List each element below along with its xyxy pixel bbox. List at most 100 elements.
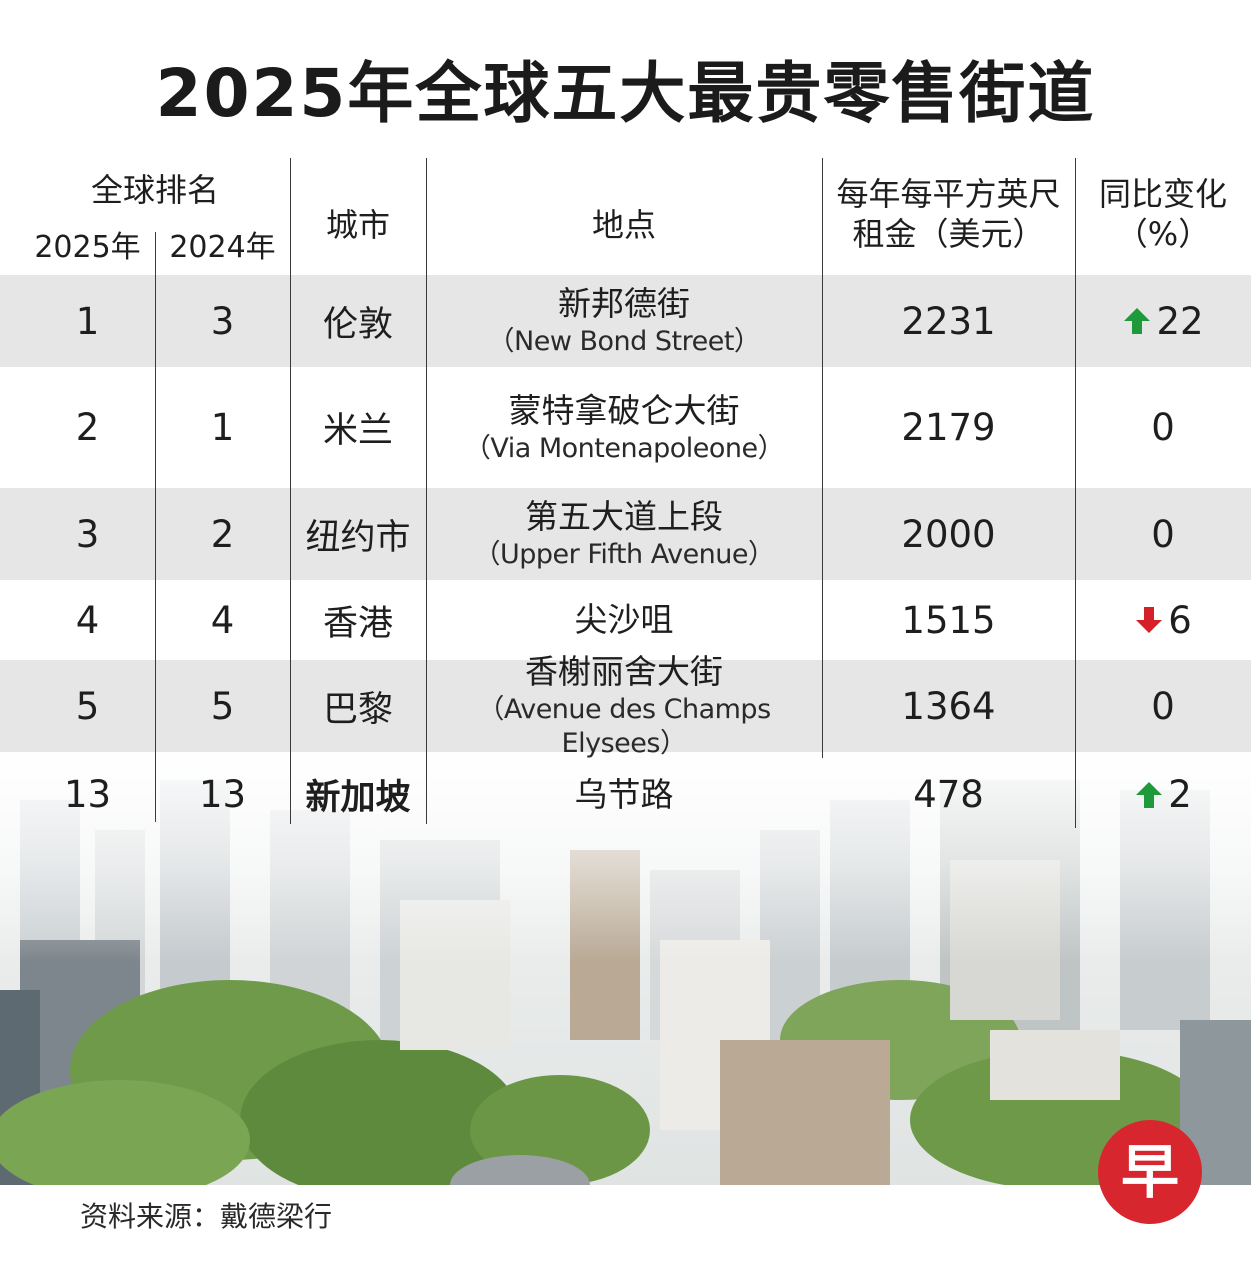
- header-change-line2: （%）: [1115, 215, 1211, 253]
- location-cell: 蒙特拿破仑大街 （Via Montenapoleone）: [426, 367, 822, 488]
- location-name-zh: 香榭丽舍大街: [525, 652, 723, 691]
- city-value: 纽约市: [305, 517, 411, 558]
- change-value-wrap: 0: [1151, 406, 1175, 449]
- change-value: 22: [1156, 299, 1204, 343]
- rank-2024-value: 2: [210, 512, 235, 556]
- header-change-line1: 同比变化: [1098, 175, 1227, 213]
- city-cell: 米兰: [290, 367, 426, 488]
- city-value: 香港: [322, 603, 393, 644]
- change-cell: 22: [1075, 275, 1251, 367]
- rank-2025-cell: 1: [20, 275, 155, 367]
- location-cell: 乌节路: [426, 752, 822, 837]
- logo-glyph: 早: [1121, 1138, 1179, 1206]
- location-name-en: （Avenue des Champs Elysees）: [477, 694, 771, 759]
- city-value: 米兰: [322, 411, 393, 451]
- city-cell: 新加坡: [290, 752, 426, 837]
- header-rent-line1: 每年每平方英尺: [836, 175, 1061, 213]
- divider-rent: [822, 158, 823, 758]
- rank-2025-cell: 13: [20, 752, 155, 837]
- rent-value: 478: [913, 773, 984, 816]
- rent-value: 1515: [901, 598, 996, 642]
- rank-2024-value: 1: [210, 406, 235, 449]
- rent-value: 2231: [901, 299, 996, 343]
- page-title: 2025年全球五大最贵零售街道: [155, 55, 1096, 132]
- rank-2025-cell: 5: [20, 660, 155, 752]
- change-cell: 0: [1075, 488, 1251, 580]
- rank-2025-value: 3: [75, 512, 100, 556]
- change-cell: 2: [1075, 752, 1251, 837]
- city-cell: 巴黎: [290, 660, 426, 752]
- rent-value: 1364: [901, 684, 996, 728]
- rank-2024-cell: 13: [155, 752, 290, 837]
- rank-2024-value: 5: [210, 684, 235, 728]
- rank-2025-cell: 4: [20, 580, 155, 660]
- rent-cell: 2000: [822, 488, 1075, 580]
- location-cell: 新邦德街 （New Bond Street）: [426, 275, 822, 367]
- row-band-5: [0, 660, 1251, 752]
- header-rank-2024: 2024年: [155, 226, 290, 270]
- header-rank-group: 全球排名: [20, 166, 290, 214]
- location-cell: 香榭丽舍大街 （Avenue des Champs Elysees）: [426, 652, 822, 759]
- rent-cell: 1515: [822, 580, 1075, 660]
- rank-2024-value: 13: [198, 773, 247, 816]
- location-cell: 第五大道上段 （Upper Fifth Avenue）: [426, 488, 822, 580]
- header-rent-line2: 租金（美元）: [852, 215, 1045, 253]
- arrow-up-icon: [1136, 781, 1163, 808]
- change-value: 6: [1168, 598, 1192, 642]
- rank-2025-value: 2: [75, 406, 100, 449]
- row-band-3: [0, 488, 1251, 580]
- row-band-1: [0, 275, 1251, 367]
- header-location: 地点: [426, 190, 822, 260]
- city-value: 巴黎: [322, 689, 393, 730]
- city-value: 伦敦: [322, 304, 393, 345]
- divider-city: [290, 158, 291, 824]
- arrow-down-icon: [1136, 607, 1163, 633]
- city-cell: 纽约市: [290, 488, 426, 580]
- location-name-zh: 新邦德街: [558, 284, 690, 323]
- rank-2024-value: 4: [210, 598, 235, 642]
- change-value: 0: [1151, 512, 1175, 556]
- change-value-wrap: 22: [1122, 299, 1204, 343]
- rank-2025-cell: 2: [20, 367, 155, 488]
- change-value-wrap: 0: [1151, 513, 1175, 556]
- location-name-zh: 蒙特拿破仑大街: [508, 390, 740, 430]
- city-skyline-image: [0, 740, 1251, 1185]
- rent-value: 2179: [901, 406, 996, 449]
- location-name-zh: 第五大道上段: [525, 497, 723, 536]
- rent-value: 2000: [901, 512, 996, 556]
- rank-2025-value: 13: [63, 773, 112, 816]
- change-cell: 6: [1075, 580, 1251, 660]
- rank-2024-cell: 5: [155, 660, 290, 752]
- rank-2024-value: 3: [210, 299, 235, 343]
- location-name-zh: 尖沙咀: [574, 600, 674, 639]
- arrow-up-icon: [1124, 308, 1151, 334]
- rank-2024-cell: 3: [155, 275, 290, 367]
- city-cell: 香港: [290, 580, 426, 660]
- city-cell: 伦敦: [290, 275, 426, 367]
- change-cell: 0: [1075, 660, 1251, 752]
- rent-cell: 478: [822, 752, 1075, 837]
- rent-cell: 2231: [822, 275, 1075, 367]
- rank-2024-cell: 4: [155, 580, 290, 660]
- change-value: 0: [1151, 406, 1175, 449]
- header-rank-2024-label: 2024年: [169, 230, 276, 265]
- location-cell: 尖沙咀: [426, 580, 822, 660]
- city-value: 新加坡: [305, 778, 411, 818]
- change-value: 2: [1168, 773, 1192, 816]
- location-name-en: （New Bond Street）: [487, 326, 761, 357]
- divider-change: [1075, 158, 1076, 828]
- header-location-label: 地点: [591, 206, 656, 244]
- change-value-wrap: 6: [1134, 599, 1192, 642]
- location-name-en: （Via Montenapoleone）: [463, 432, 785, 464]
- rank-2025-value: 1: [75, 299, 100, 343]
- zaobao-logo: 早: [1098, 1120, 1202, 1224]
- rent-cell: 1364: [822, 660, 1075, 752]
- rank-2025-value: 5: [75, 684, 100, 728]
- change-cell: 0: [1075, 367, 1251, 488]
- header-rent: 每年每平方英尺 租金（美元）: [822, 166, 1075, 262]
- change-value-wrap: 2: [1134, 773, 1192, 816]
- rank-2025-value: 4: [75, 598, 100, 642]
- header-rank-group-label: 全球排名: [90, 171, 219, 209]
- header-change: 同比变化 （%）: [1075, 166, 1251, 262]
